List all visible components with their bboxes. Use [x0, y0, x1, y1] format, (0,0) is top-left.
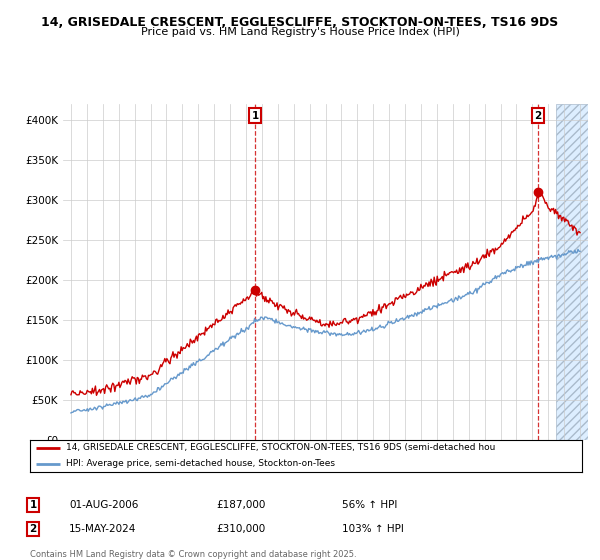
Text: 1: 1 — [251, 111, 259, 120]
Text: Price paid vs. HM Land Registry's House Price Index (HPI): Price paid vs. HM Land Registry's House … — [140, 27, 460, 37]
Bar — [556, 104, 588, 440]
Text: £310,000: £310,000 — [216, 524, 265, 534]
Text: 2: 2 — [535, 111, 542, 120]
Text: 01-AUG-2006: 01-AUG-2006 — [69, 500, 139, 510]
Text: £187,000: £187,000 — [216, 500, 265, 510]
Text: Contains HM Land Registry data © Crown copyright and database right 2025.
This d: Contains HM Land Registry data © Crown c… — [30, 550, 356, 560]
Text: 14, GRISEDALE CRESCENT, EGGLESCLIFFE, STOCKTON-ON-TEES, TS16 9DS (semi-detached : 14, GRISEDALE CRESCENT, EGGLESCLIFFE, ST… — [66, 443, 495, 452]
Text: HPI: Average price, semi-detached house, Stockton-on-Tees: HPI: Average price, semi-detached house,… — [66, 459, 335, 468]
Text: 2: 2 — [29, 524, 37, 534]
Text: 14, GRISEDALE CRESCENT, EGGLESCLIFFE, STOCKTON-ON-TEES, TS16 9DS: 14, GRISEDALE CRESCENT, EGGLESCLIFFE, ST… — [41, 16, 559, 29]
Text: 56% ↑ HPI: 56% ↑ HPI — [342, 500, 397, 510]
Text: 15-MAY-2024: 15-MAY-2024 — [69, 524, 136, 534]
Text: 103% ↑ HPI: 103% ↑ HPI — [342, 524, 404, 534]
Text: 1: 1 — [29, 500, 37, 510]
